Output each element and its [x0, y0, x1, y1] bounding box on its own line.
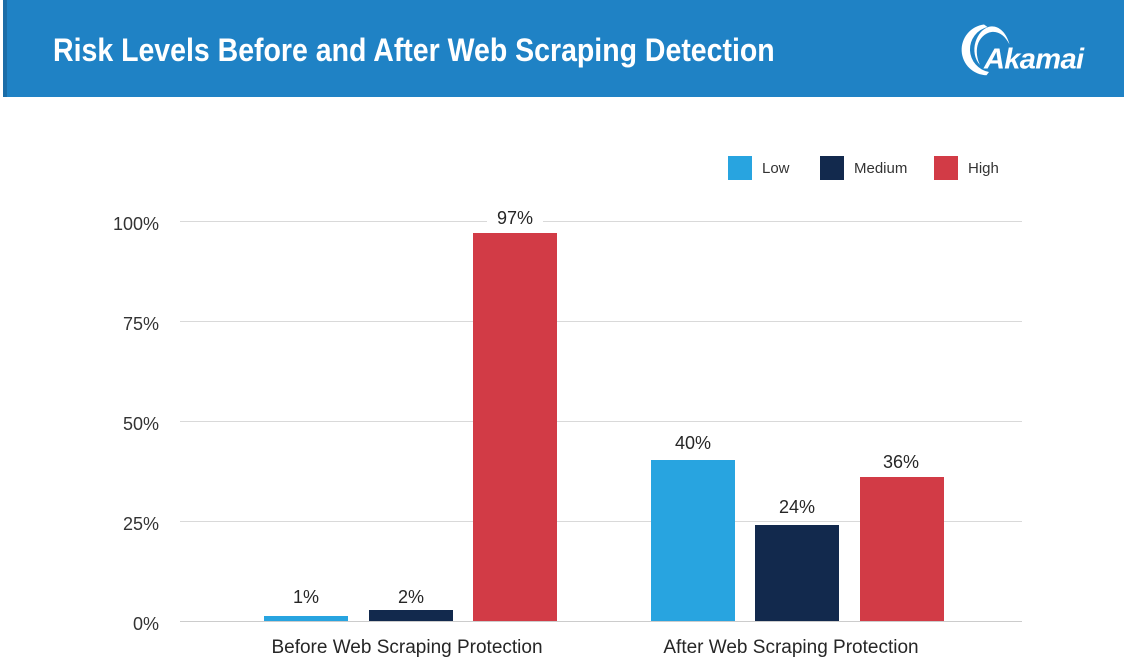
- svg-text:Akamai: Akamai: [983, 44, 1085, 76]
